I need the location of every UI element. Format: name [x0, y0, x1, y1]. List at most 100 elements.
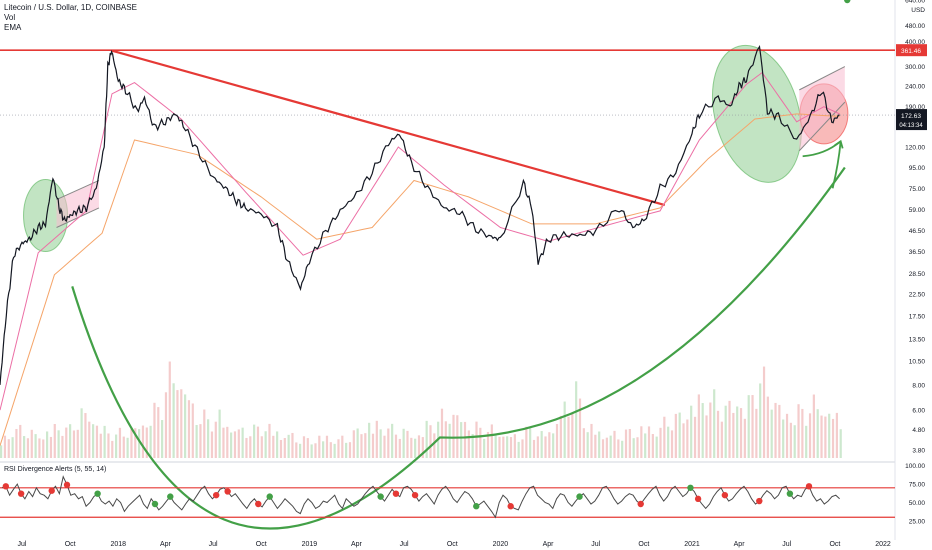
volume-bar [559, 415, 562, 458]
volume-bar [387, 428, 390, 458]
volume-bar [3, 435, 7, 458]
rsi-bearish-alert-dot [721, 491, 729, 499]
volume-bar [153, 402, 156, 458]
x-tick-label: 2022 [875, 541, 891, 548]
y-tick-label: 190.00 [905, 104, 925, 111]
volume-indicator-label[interactable]: Vol [4, 13, 16, 22]
x-tick-label: Apr [734, 541, 746, 548]
x-tick-label: Jul [782, 541, 791, 548]
volume-bar [26, 438, 30, 458]
y-tick-label: 8.00 [912, 382, 925, 389]
y-tick-label: 10.50 [909, 358, 926, 365]
x-tick-label: Apr [543, 541, 555, 548]
volume-bar [368, 422, 371, 458]
volume-bar [264, 431, 267, 458]
volume-bar [540, 431, 543, 458]
rsi-bearish-alert-dot [63, 481, 71, 489]
y-tick-label: 6.00 [912, 408, 925, 415]
volume-bar [716, 410, 720, 458]
volume-bar [463, 421, 467, 458]
volume-bar [107, 433, 110, 458]
ema-indicator-label[interactable]: EMA [4, 23, 22, 32]
volume-bar [268, 423, 271, 458]
volume-bar [728, 400, 731, 458]
volume-bar [586, 432, 589, 458]
volume-bar [509, 437, 513, 458]
volume-bar [80, 408, 83, 458]
volume-bar [118, 427, 122, 458]
volume-bar [793, 425, 796, 458]
volume-bar [149, 425, 152, 458]
volume-bar [705, 415, 708, 458]
y-tick-label: 95.00 [909, 165, 926, 172]
volume-bar [15, 428, 18, 458]
volume-bar [739, 408, 743, 458]
y-tick-label: 480.00 [905, 23, 925, 30]
volume-bar [402, 428, 405, 458]
volume-bar [394, 434, 398, 458]
x-tick-label: Apr [160, 541, 172, 548]
rsi-bearish-alert-dot [507, 503, 514, 510]
rsi-bearish-alert-dot [805, 483, 813, 490]
volume-bar [824, 416, 827, 458]
volume-bar [46, 431, 49, 458]
rsi-bullish-alert-dot [167, 493, 174, 500]
rsi-bullish-alert-dot [473, 503, 480, 510]
volume-bar [195, 424, 198, 458]
volume-bar [762, 366, 766, 458]
volume-bar [433, 433, 436, 458]
volume-bar [111, 440, 114, 458]
y-tick-label: 75.00 [909, 186, 926, 193]
resistance-price-label: 361.46 [901, 48, 921, 55]
volume-bar [141, 425, 145, 458]
y-tick-label: 46.50 [909, 228, 926, 235]
volume-bar [797, 404, 800, 458]
price-line [0, 45, 840, 385]
rsi-indicator-title[interactable]: RSI Divergence Alerts (5, 55, 14) [4, 466, 107, 473]
rsi-bullish-alert-dot [786, 490, 794, 497]
volume-bar [30, 429, 33, 458]
volume-bar [49, 436, 53, 458]
y-tick-label: 36.50 [909, 249, 926, 256]
x-tick-label: Jul [209, 541, 218, 548]
volume-bar [260, 436, 263, 458]
volume-bar [578, 398, 582, 458]
volume-bar [207, 419, 210, 458]
volume-bar [322, 441, 325, 458]
volume-bar [241, 427, 244, 458]
volume-bar [544, 436, 547, 458]
volume-bar [379, 429, 382, 458]
volume-bar [747, 395, 750, 458]
ema-fast-line [0, 71, 840, 411]
volume-bar [697, 394, 700, 458]
volume-bar [172, 383, 175, 458]
volume-bar [651, 434, 654, 458]
volume-bar [460, 422, 463, 458]
volume-bar [678, 412, 681, 458]
volume-bar [199, 424, 202, 458]
volume-bar [383, 435, 386, 458]
chart-symbol-title[interactable]: Litecoin / U.S. Dollar, 1D, COINBASE [4, 3, 137, 12]
volume-bar [766, 396, 769, 458]
volume-bar [720, 421, 723, 458]
volume-bar [283, 437, 286, 458]
rsi-bearish-alert-dot [48, 487, 55, 494]
volume-bar [835, 412, 838, 458]
volume-bar [157, 407, 160, 458]
volume-bar [92, 424, 95, 458]
y-tick-label: 240.00 [905, 84, 925, 91]
volume-bar [302, 436, 306, 458]
volume-bar [203, 409, 206, 458]
volume-bar [621, 440, 624, 458]
volume-bar [249, 436, 252, 458]
volume-bar [624, 429, 628, 458]
volume-bar [663, 416, 666, 458]
x-tick-label: 2018 [111, 541, 127, 548]
volume-bar [647, 426, 651, 458]
volume-bar [126, 437, 129, 458]
volume-bar [115, 434, 118, 458]
volume-bar [693, 416, 697, 458]
volume-bar [736, 406, 739, 458]
rsi-bearish-alert-dot [756, 497, 763, 505]
volume-bar [659, 427, 662, 458]
